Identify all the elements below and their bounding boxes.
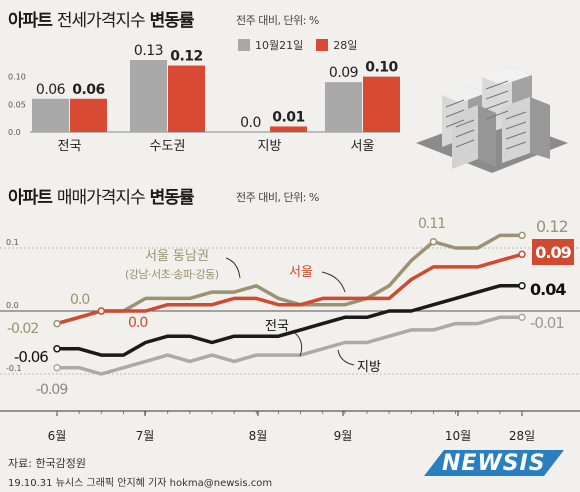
top-unit-note: 전주 대비, 단위: %: [236, 14, 319, 27]
legend-label-28: 28일: [333, 39, 358, 52]
bottom-unit-note: 전주 대비, 단위: %: [236, 191, 319, 204]
bar-oct28-3: [363, 76, 400, 132]
dongnam-peak-label: 0.11: [418, 216, 445, 232]
newsis-logo: NEWSIS: [424, 450, 564, 476]
local-end-label: -0.01: [530, 314, 564, 332]
local-leader-line: [337, 349, 355, 366]
line-xtick-label: 28일: [509, 429, 535, 443]
seoul-leader-line: [321, 271, 346, 293]
national-leader-line: [294, 332, 303, 357]
line-xtick-label: 8월: [249, 429, 268, 443]
top-title-part-c: 변동률: [149, 11, 195, 31]
bar-oct28-0: [70, 98, 107, 132]
local-series-name: 지방: [357, 360, 381, 375]
line-xtick-label: 7월: [136, 429, 155, 443]
dongnam-start-label: -0.02: [7, 321, 38, 337]
bottom-title-part-c: 변동률: [149, 188, 195, 208]
seoul-start-label: 0.0: [128, 315, 147, 331]
bar-oct21-0: [32, 98, 69, 132]
top-legend: 10월21일 28일: [238, 37, 357, 53]
dongnam-end-marker: [518, 231, 526, 240]
seoul-series-name: 서울: [289, 265, 313, 280]
seoul-end-label: 0.09: [535, 243, 571, 262]
bar-value-label: 0.06: [36, 82, 66, 98]
bar-category-label: 수도권: [150, 139, 186, 154]
line-series-0: [56, 233, 522, 326]
bar-value-label: 0.10: [365, 60, 398, 76]
bar-value-label: 0.0: [240, 115, 261, 131]
bottom-chart-title: 아파트 매매가격지수 변동률: [8, 183, 195, 208]
dongnam-series-sublabel: (강남·서초·송파·강동): [125, 268, 219, 281]
legend-swatch-oct21: [238, 39, 250, 51]
seoul-end-badge: [532, 239, 574, 265]
bar-category-label: 전국: [58, 139, 82, 154]
bar-oct28-2: [270, 126, 307, 132]
bar-oct21-3: [325, 82, 362, 132]
bar-category-label: 서울: [351, 139, 375, 154]
apartment-buildings-icon: [416, 67, 568, 173]
bottom-title-part-b: 매매가격지수: [56, 188, 146, 208]
logo-swoosh-icon: [424, 450, 564, 476]
legend-swatch-28: [316, 39, 329, 51]
bar-ytick-label: 0.05: [8, 100, 26, 109]
logo-text: NEWSIS: [442, 451, 546, 476]
dongnam-start-marker: [53, 319, 61, 328]
bar-ytick-label: 0.10: [8, 73, 26, 82]
line-series-2: [57, 284, 522, 357]
bar-value-label: 0.01: [272, 109, 305, 125]
dongnam-leader-line: [225, 257, 241, 279]
bar-chart: 0.10 0.05 0.0 0.06 0.06 전국 0.13 0.12 수도권 0.0 0.01 지…: [8, 43, 400, 154]
top-title-part-b: 전세가격지수: [56, 11, 146, 31]
bar-oct28-1: [168, 65, 205, 132]
dongnam-peak-marker: [429, 237, 438, 246]
dongnam-mid-label: 0.0: [70, 292, 89, 308]
national-start-marker: [53, 345, 61, 353]
bar-value-label: 0.13: [134, 43, 163, 59]
bar-ytick-label: 0.0: [8, 128, 21, 137]
bar-oct21-1: [130, 60, 167, 132]
line-ytick-label: 0.1: [6, 238, 19, 247]
top-chart-title: 아파트 전세가격지수 변동률: [8, 6, 195, 31]
top-title-part-a: 아파트: [8, 11, 53, 31]
legend-label-oct21: 10월21일: [255, 39, 304, 52]
line-ytick-label: -0.1: [6, 364, 22, 373]
bottom-title-part-a: 아파트: [8, 188, 53, 208]
national-end-marker: [518, 282, 526, 290]
local-start-label: -0.09: [36, 382, 67, 398]
national-start-label: -0.06: [14, 348, 48, 366]
credit-line: 19.10.31 뉴시스 그래픽 안지혜 기자 hokma@newsis.com: [8, 478, 273, 489]
dongnam-end-label: 0.12: [536, 217, 568, 236]
bar-category-label: 지방: [258, 139, 282, 154]
national-series-name: 전국: [265, 319, 289, 334]
seoul-end-marker: [518, 250, 526, 259]
bar-value-label: 0.06: [72, 82, 105, 98]
line-xtick-label: 6월: [48, 429, 67, 443]
line-series-3: [57, 315, 522, 376]
source-note: 자료: 한국감정원: [8, 457, 87, 470]
line-xtick-label: 10월: [445, 429, 471, 443]
local-end-marker: [518, 313, 526, 322]
local-start-marker: [53, 363, 61, 372]
line-ytick-label: 0.0: [6, 301, 19, 310]
national-end-label: 0.04: [530, 280, 566, 299]
seoul-mid-marker: [97, 307, 106, 315]
dongnam-series-name: 서울 동남권: [145, 249, 209, 264]
line-series-1: [56, 252, 523, 326]
bar-value-label: 0.12: [170, 49, 203, 65]
line-xtick-label: 9월: [334, 429, 353, 443]
bar-value-label: 0.09: [329, 65, 358, 81]
